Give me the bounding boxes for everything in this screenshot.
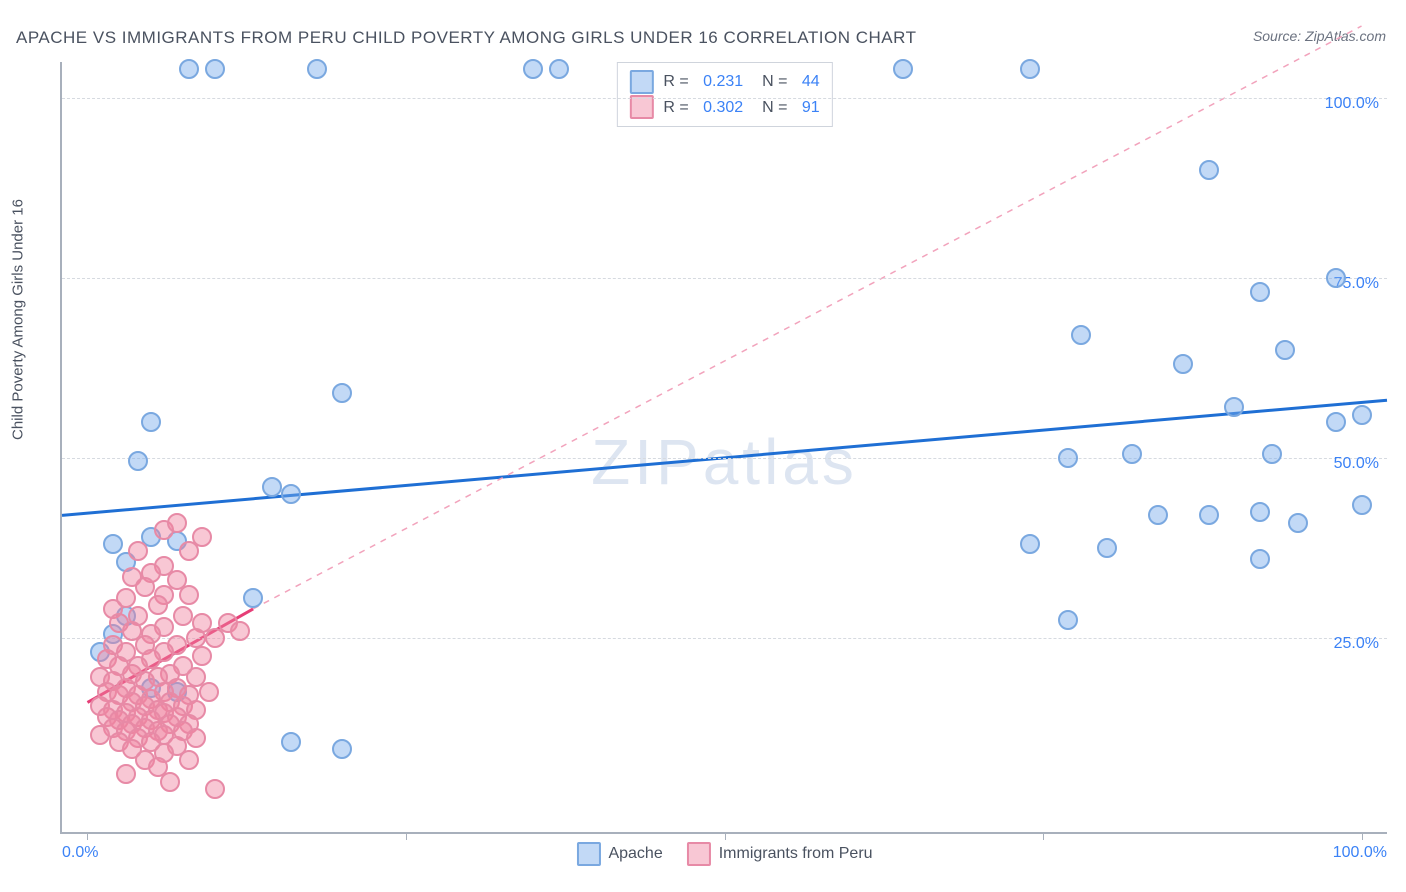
data-point xyxy=(167,513,187,533)
legend-swatch xyxy=(629,95,653,119)
data-point xyxy=(549,59,569,79)
data-point xyxy=(103,534,123,554)
x-tick-label: 100.0% xyxy=(1333,844,1387,862)
data-point xyxy=(243,588,263,608)
legend-r-value: 0.231 xyxy=(699,69,743,95)
y-tick-label: 25.0% xyxy=(1334,635,1379,653)
data-point xyxy=(332,383,352,403)
plot-area: ZIPatlas R = 0.231 N = 44R = 0.302 N = 9… xyxy=(60,62,1387,834)
data-point xyxy=(90,725,110,745)
x-tick xyxy=(725,832,726,840)
data-point xyxy=(186,628,206,648)
legend-swatch xyxy=(687,842,711,866)
x-tick xyxy=(1362,832,1363,840)
data-point xyxy=(1326,268,1346,288)
y-tick-label: 50.0% xyxy=(1334,455,1379,473)
data-point xyxy=(141,412,161,432)
correlation-legend: R = 0.231 N = 44R = 0.302 N = 91 xyxy=(616,62,832,127)
data-point xyxy=(281,484,301,504)
legend-n-value: 44 xyxy=(797,69,819,95)
data-point xyxy=(1071,325,1091,345)
data-point xyxy=(1326,412,1346,432)
data-point xyxy=(179,59,199,79)
legend-r-label: R = xyxy=(663,69,688,95)
x-tick xyxy=(87,832,88,840)
data-point xyxy=(116,764,136,784)
data-point xyxy=(1250,502,1270,522)
data-point xyxy=(160,772,180,792)
trend-lines-layer xyxy=(62,62,1387,832)
data-point xyxy=(1148,505,1168,525)
data-point xyxy=(230,621,250,641)
data-point xyxy=(1199,505,1219,525)
chart-title: APACHE VS IMMIGRANTS FROM PERU CHILD POV… xyxy=(16,28,916,48)
data-point xyxy=(1250,549,1270,569)
data-point xyxy=(205,779,225,799)
data-point xyxy=(205,59,225,79)
data-point xyxy=(148,595,168,615)
data-point xyxy=(307,59,327,79)
data-point xyxy=(1224,397,1244,417)
data-point xyxy=(179,541,199,561)
data-point xyxy=(205,628,225,648)
legend-swatch xyxy=(629,70,653,94)
data-point xyxy=(1288,513,1308,533)
legend-stat-row: R = 0.231 N = 44 xyxy=(629,69,819,95)
data-point xyxy=(1199,160,1219,180)
gridline-h xyxy=(62,98,1387,99)
y-axis-label: Child Poverty Among Girls Under 16 xyxy=(10,199,27,440)
data-point xyxy=(128,541,148,561)
y-tick-label: 100.0% xyxy=(1325,95,1379,113)
x-tick xyxy=(406,832,407,840)
data-point xyxy=(262,477,282,497)
gridline-h xyxy=(62,278,1387,279)
data-point xyxy=(173,606,193,626)
data-point xyxy=(1173,354,1193,374)
legend-n-label: N = xyxy=(753,69,787,95)
data-point xyxy=(1097,538,1117,558)
data-point xyxy=(1352,495,1372,515)
legend-item: Immigrants from Peru xyxy=(687,842,873,866)
legend-item: Apache xyxy=(576,842,662,866)
legend-swatch xyxy=(576,842,600,866)
x-tick-label: 0.0% xyxy=(62,844,98,862)
gridline-h xyxy=(62,638,1387,639)
data-point xyxy=(1122,444,1142,464)
data-point xyxy=(1020,59,1040,79)
series-legend: Apache Immigrants from Peru xyxy=(576,842,872,866)
data-point xyxy=(199,682,219,702)
gridline-h xyxy=(62,458,1387,459)
data-point xyxy=(893,59,913,79)
data-point xyxy=(1275,340,1295,360)
data-point xyxy=(192,646,212,666)
data-point xyxy=(1020,534,1040,554)
data-point xyxy=(179,750,199,770)
source-attribution: Source: ZipAtlas.com xyxy=(1253,28,1386,44)
x-tick xyxy=(1043,832,1044,840)
data-point xyxy=(523,59,543,79)
data-point xyxy=(1352,405,1372,425)
legend-label: Immigrants from Peru xyxy=(719,845,873,863)
data-point xyxy=(135,577,155,597)
data-point xyxy=(179,585,199,605)
data-point xyxy=(1058,448,1078,468)
data-point xyxy=(1058,610,1078,630)
data-point xyxy=(1262,444,1282,464)
data-point xyxy=(128,451,148,471)
data-point xyxy=(281,732,301,752)
legend-label: Apache xyxy=(608,845,662,863)
data-point xyxy=(1250,282,1270,302)
data-point xyxy=(186,728,206,748)
data-point xyxy=(332,739,352,759)
